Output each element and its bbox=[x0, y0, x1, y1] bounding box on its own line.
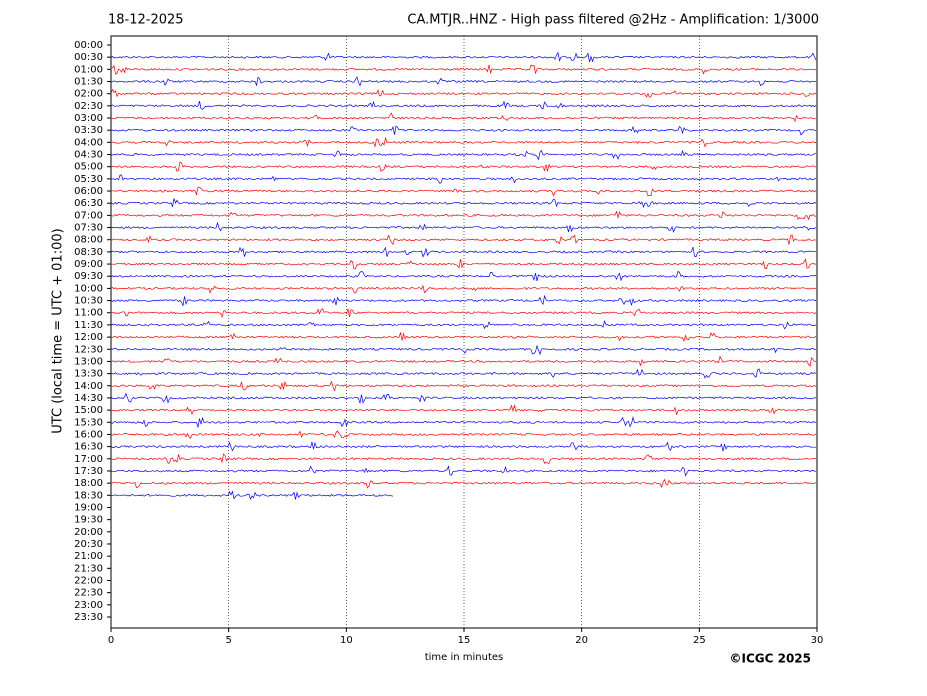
y-tick-label: 12:30 bbox=[74, 344, 103, 355]
y-tick-label: 23:00 bbox=[74, 600, 103, 611]
y-tick-label: 18:00 bbox=[74, 478, 103, 489]
y-tick-label: 10:00 bbox=[74, 283, 103, 294]
y-tick-label: 09:00 bbox=[74, 259, 103, 270]
y-tick-label: 05:30 bbox=[74, 174, 103, 185]
x-tick-label: 25 bbox=[693, 635, 706, 646]
y-tick-label: 10:30 bbox=[74, 296, 103, 307]
y-tick-label: 04:00 bbox=[74, 137, 103, 148]
x-tick-label: 10 bbox=[340, 635, 353, 646]
x-axis-label: time in minutes bbox=[425, 652, 504, 663]
trace bbox=[110, 186, 817, 197]
credit: ©ICGC 2025 bbox=[729, 652, 811, 666]
y-tick-label: 22:00 bbox=[74, 575, 103, 586]
y-tick-label: 04:30 bbox=[74, 150, 103, 161]
y-tick-label: 07:30 bbox=[74, 223, 103, 234]
y-tick-label: 11:30 bbox=[74, 320, 103, 331]
trace bbox=[110, 441, 816, 452]
trace bbox=[110, 319, 817, 330]
y-tick-label: 20:30 bbox=[74, 539, 103, 550]
y-tick-label: 21:00 bbox=[74, 551, 103, 562]
y-tick-label: 14:00 bbox=[74, 381, 103, 392]
y-tick-label: 17:30 bbox=[74, 466, 103, 477]
trace bbox=[110, 453, 817, 465]
trace bbox=[110, 355, 817, 368]
y-tick-label: 08:30 bbox=[74, 247, 103, 258]
trace bbox=[110, 416, 817, 429]
trace bbox=[110, 294, 817, 307]
y-tick-label: 20:00 bbox=[74, 527, 103, 538]
trace bbox=[110, 404, 817, 416]
trace bbox=[110, 174, 817, 184]
y-tick-label: 01:30 bbox=[74, 77, 103, 88]
y-tick-label: 03:30 bbox=[74, 125, 103, 136]
trace bbox=[110, 51, 817, 63]
y-tick-label: 19:00 bbox=[74, 502, 103, 513]
trace bbox=[110, 380, 817, 392]
y-tick-label: 17:00 bbox=[74, 454, 103, 465]
x-tick-label: 0 bbox=[108, 635, 114, 646]
y-tick-label: 16:30 bbox=[74, 442, 103, 453]
trace bbox=[110, 368, 817, 379]
y-tick-label: 15:00 bbox=[74, 405, 103, 416]
trace bbox=[110, 221, 817, 233]
y-tick-label: 06:30 bbox=[74, 198, 103, 209]
trace bbox=[110, 100, 817, 110]
y-tick-label: 03:00 bbox=[74, 113, 103, 124]
plot-frame bbox=[110, 35, 818, 629]
trace bbox=[110, 88, 817, 98]
trace bbox=[110, 284, 817, 294]
trace bbox=[110, 246, 817, 258]
trace bbox=[110, 258, 817, 270]
y-tick-label: 19:30 bbox=[74, 515, 103, 526]
trace bbox=[110, 307, 817, 318]
trace bbox=[110, 392, 817, 405]
trace bbox=[110, 332, 817, 342]
date: 18-12-2025 bbox=[108, 13, 184, 28]
y-tick-label: 13:30 bbox=[74, 369, 103, 380]
trace bbox=[110, 64, 817, 75]
y-tick-label: 15:30 bbox=[74, 417, 103, 428]
chart-title: CA.MTJR..HNZ - High pass filtered @2Hz -… bbox=[407, 13, 819, 28]
y-tick-label: 01:00 bbox=[74, 64, 103, 75]
y-tick-label: 11:00 bbox=[74, 308, 103, 319]
x-tick-label: 5 bbox=[225, 635, 231, 646]
y-tick-label: 05:00 bbox=[74, 162, 103, 173]
y-tick-label: 13:00 bbox=[74, 356, 103, 367]
trace bbox=[110, 161, 817, 172]
y-tick-label: 00:00 bbox=[74, 40, 103, 51]
y-tick-label: 08:00 bbox=[74, 235, 103, 246]
x-tick-label: 15 bbox=[458, 635, 471, 646]
x-tick-label: 20 bbox=[575, 635, 588, 646]
trace bbox=[110, 149, 816, 161]
trace bbox=[110, 210, 817, 221]
y-tick-label: 14:30 bbox=[74, 393, 103, 404]
trace bbox=[110, 112, 817, 123]
y-tick-label: 22:30 bbox=[74, 588, 103, 599]
trace bbox=[110, 76, 817, 87]
trace bbox=[110, 234, 817, 246]
trace bbox=[110, 465, 817, 477]
y-tick-label: 23:30 bbox=[74, 612, 103, 623]
y-tick-label: 02:30 bbox=[74, 101, 103, 112]
y-tick-label: 06:00 bbox=[74, 186, 103, 197]
y-tick-label: 07:00 bbox=[74, 210, 103, 221]
trace bbox=[110, 125, 817, 136]
trace bbox=[110, 344, 817, 356]
y-tick-label: 16:00 bbox=[74, 429, 103, 440]
y-tick-label: 02:00 bbox=[74, 89, 103, 100]
y-tick-label: 21:30 bbox=[74, 563, 103, 574]
y-axis-label: UTC (local time = UTC + 01:00) bbox=[51, 228, 66, 433]
y-tick-label: 09:30 bbox=[74, 271, 103, 282]
y-tick-label: 12:00 bbox=[74, 332, 103, 343]
trace bbox=[110, 430, 817, 439]
x-tick-label: 30 bbox=[811, 635, 824, 646]
y-tick-label: 18:30 bbox=[74, 490, 103, 501]
y-tick-label: 00:30 bbox=[74, 52, 103, 63]
trace bbox=[110, 136, 817, 148]
trace bbox=[110, 478, 817, 489]
trace bbox=[110, 270, 817, 282]
trace bbox=[110, 198, 817, 209]
trace bbox=[110, 490, 394, 501]
